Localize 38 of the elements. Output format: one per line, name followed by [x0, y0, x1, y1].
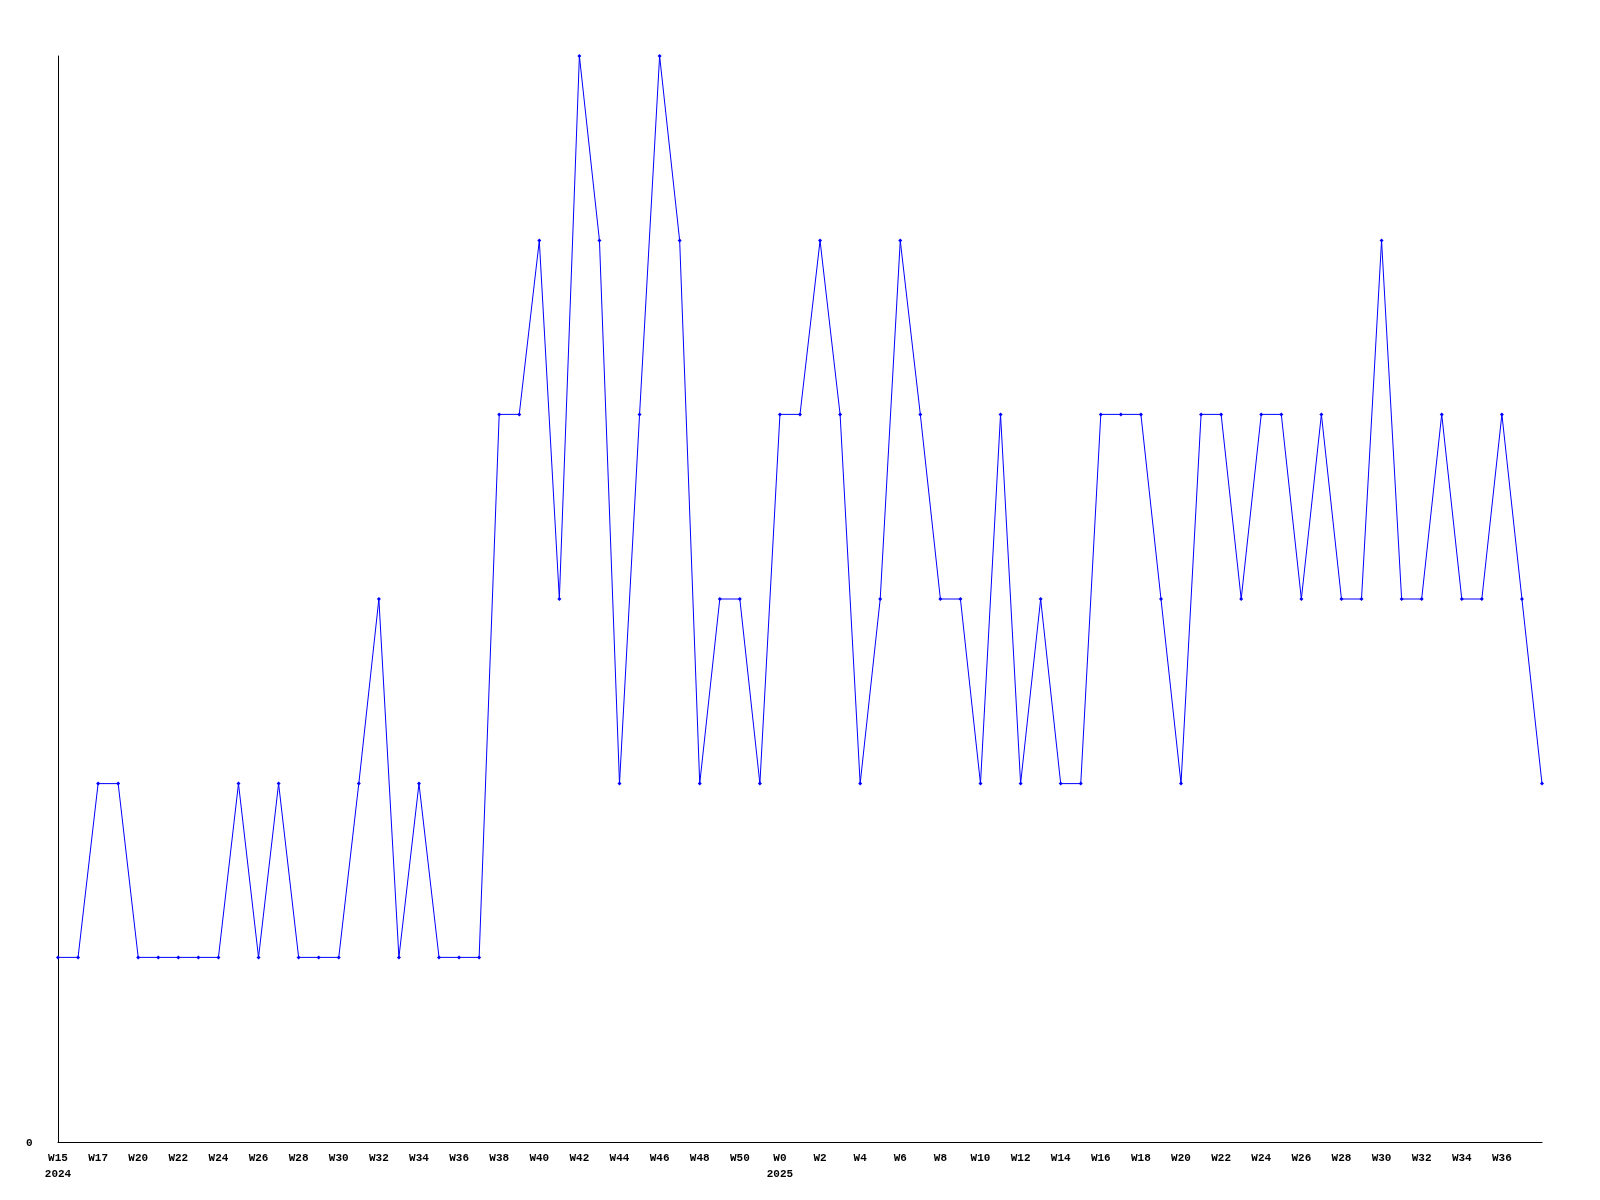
x-tick-label: W38 — [489, 1152, 510, 1164]
x-tick-label: W15 2024 — [44, 1152, 72, 1180]
x-tick-label: W34 — [1451, 1152, 1473, 1164]
x-tick-label: W8 — [933, 1152, 948, 1164]
x-tick-label: W44 — [609, 1152, 630, 1164]
x-tick-label: W28 — [288, 1152, 309, 1164]
x-tick-label: W50 — [729, 1152, 750, 1164]
x-tick-label: W22 — [168, 1152, 189, 1164]
x-tick-label: W18 — [1131, 1152, 1152, 1164]
x-tick-label: W12 — [1010, 1152, 1031, 1164]
x-tick-label: W4 — [853, 1152, 868, 1164]
x-tick-label: W20 — [1171, 1152, 1191, 1164]
x-tick-label: W36 — [1491, 1152, 1512, 1164]
x-tick-label: W46 — [649, 1152, 670, 1164]
x-tick-label: W34 — [409, 1152, 430, 1164]
x-tick-label: W30 — [328, 1152, 349, 1164]
x-tick-label: W40 — [529, 1152, 550, 1164]
x-tick-label: W26 — [1291, 1152, 1312, 1164]
x-tick-label: W14 — [1050, 1152, 1071, 1164]
text: 0 — [26, 1136, 33, 1149]
x-tick-label: W0 2025 — [766, 1152, 794, 1180]
x-tick-label: W28 — [1331, 1152, 1352, 1164]
x-tick-label: W30 — [1371, 1152, 1392, 1164]
x-tick-label: W42 — [569, 1152, 590, 1164]
x-tick-label: W22 — [1211, 1152, 1232, 1164]
x-tick-label: W10 — [970, 1152, 991, 1164]
x-tick-label: W48 — [689, 1152, 711, 1164]
x-tick-label: W32 — [368, 1152, 389, 1164]
x-tick-label: W36 — [449, 1152, 469, 1164]
x-tick-label: W24 — [1251, 1152, 1272, 1164]
x-tick-label: W20 — [128, 1152, 149, 1164]
x-tick-label: W17 — [88, 1152, 109, 1164]
x-tick-label: W6 — [893, 1152, 907, 1164]
x-tick-label: W2 — [813, 1152, 827, 1164]
x-tick-label: W24 — [208, 1152, 229, 1164]
x-tick-label: W16 — [1090, 1152, 1111, 1164]
x-tick-label: W26 — [248, 1152, 269, 1164]
x-tick-label: W32 — [1411, 1152, 1432, 1164]
